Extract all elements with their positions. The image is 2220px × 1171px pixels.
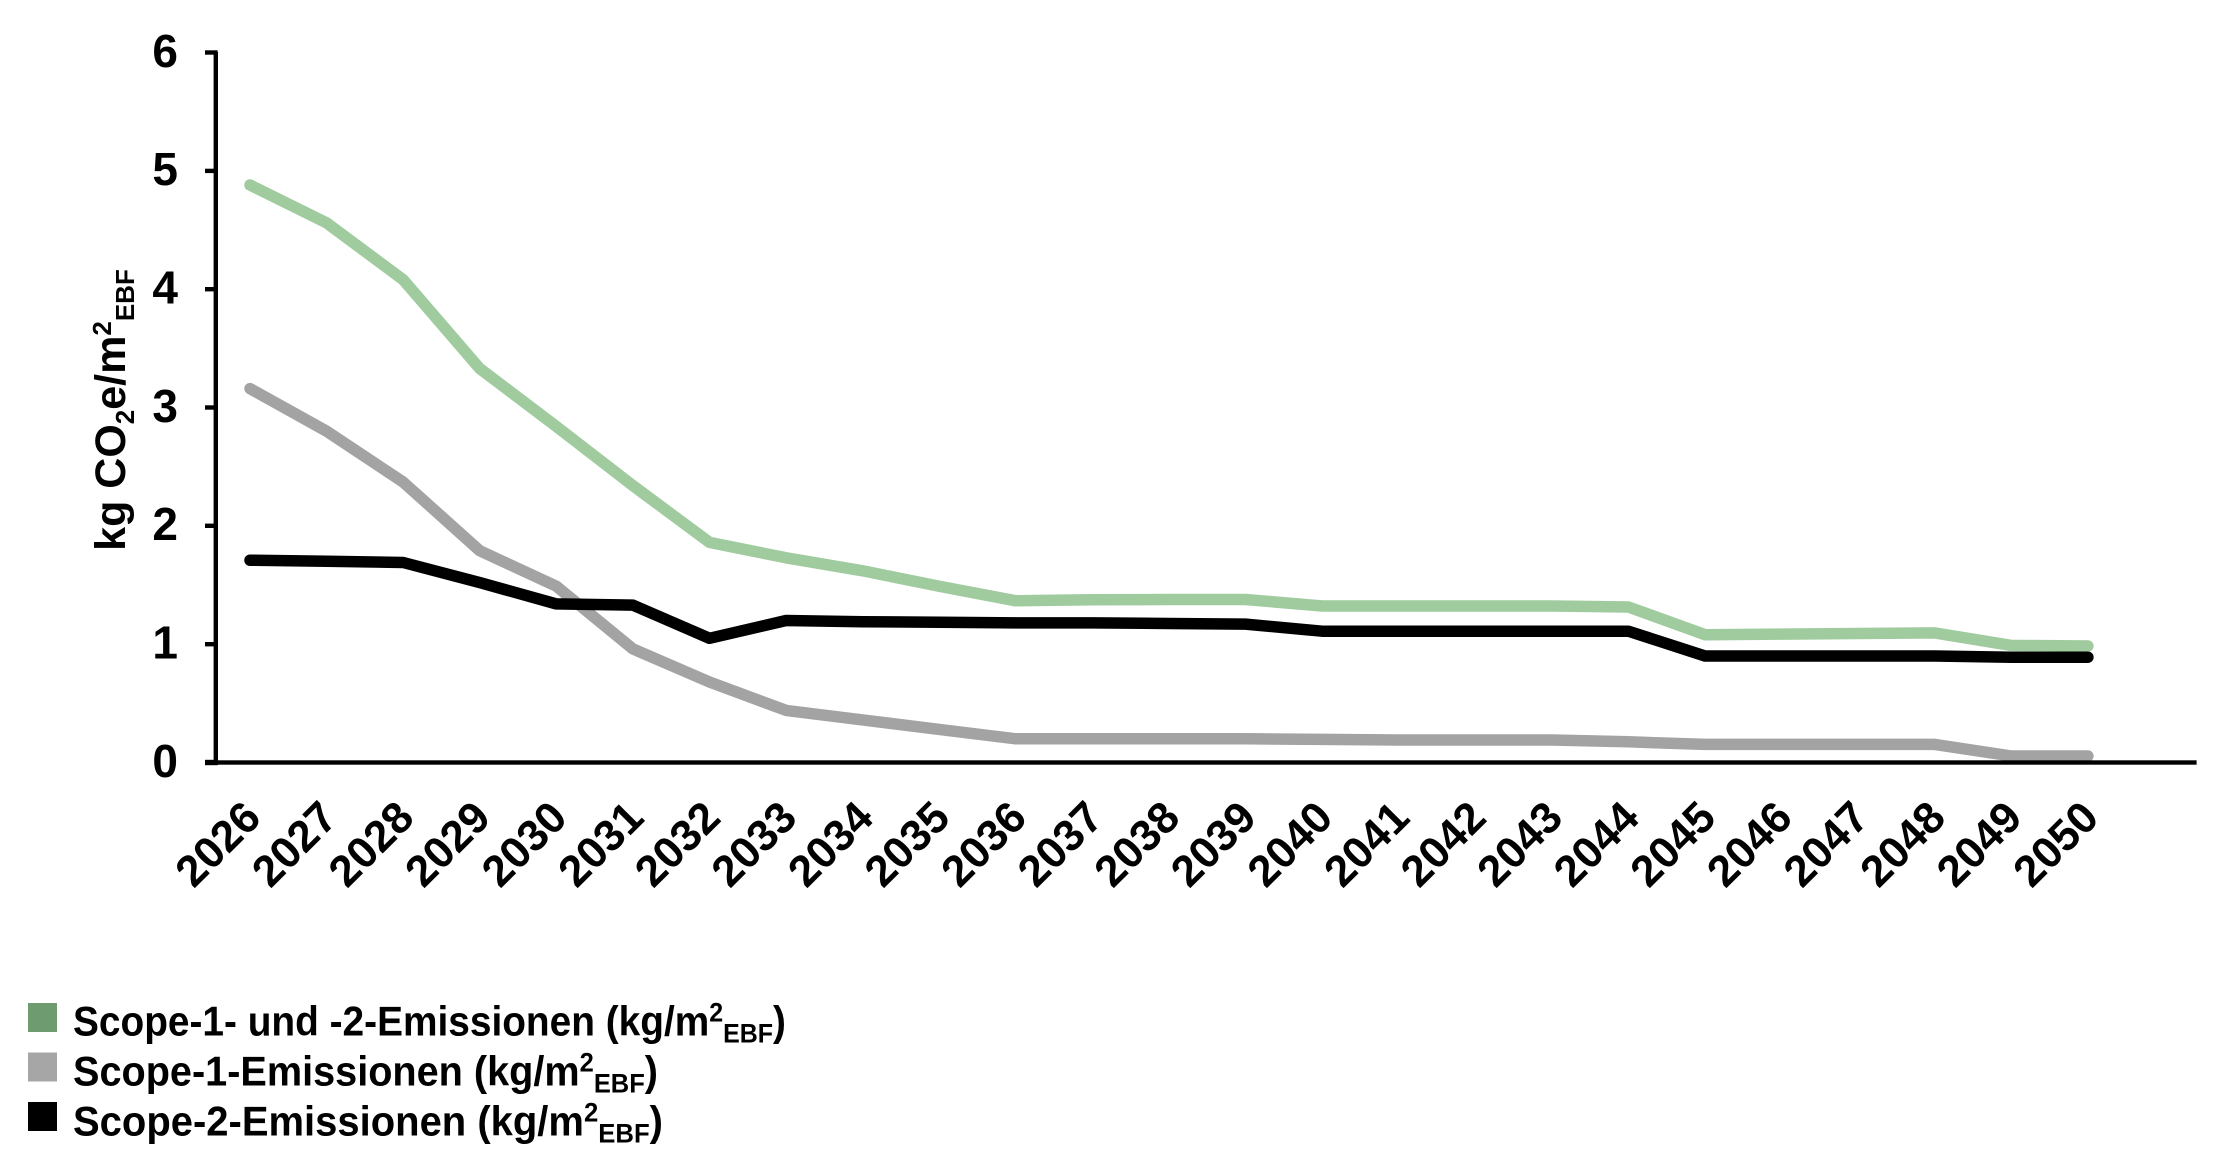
svg-text:0: 0 xyxy=(152,735,178,787)
svg-text:Scope-1- und -2-Emissionen (kg: Scope-1- und -2-Emissionen (kg/m2 EBF) xyxy=(73,998,786,1049)
svg-text:Scope-2-Emissionen (kg/m2EBF): Scope-2-Emissionen (kg/m2EBF) xyxy=(73,1098,663,1149)
svg-text:5: 5 xyxy=(152,143,178,195)
svg-text:2: 2 xyxy=(152,498,178,550)
svg-text:4: 4 xyxy=(152,262,178,314)
svg-text:1: 1 xyxy=(152,617,178,669)
svg-text:6: 6 xyxy=(152,25,178,77)
svg-text:kg CO2e/m2EBF: kg CO2e/m2EBF xyxy=(87,269,140,551)
svg-text:Scope-1-Emissionen (kg/m2EBF): Scope-1-Emissionen (kg/m2EBF) xyxy=(73,1048,658,1099)
svg-text:3: 3 xyxy=(152,380,178,432)
